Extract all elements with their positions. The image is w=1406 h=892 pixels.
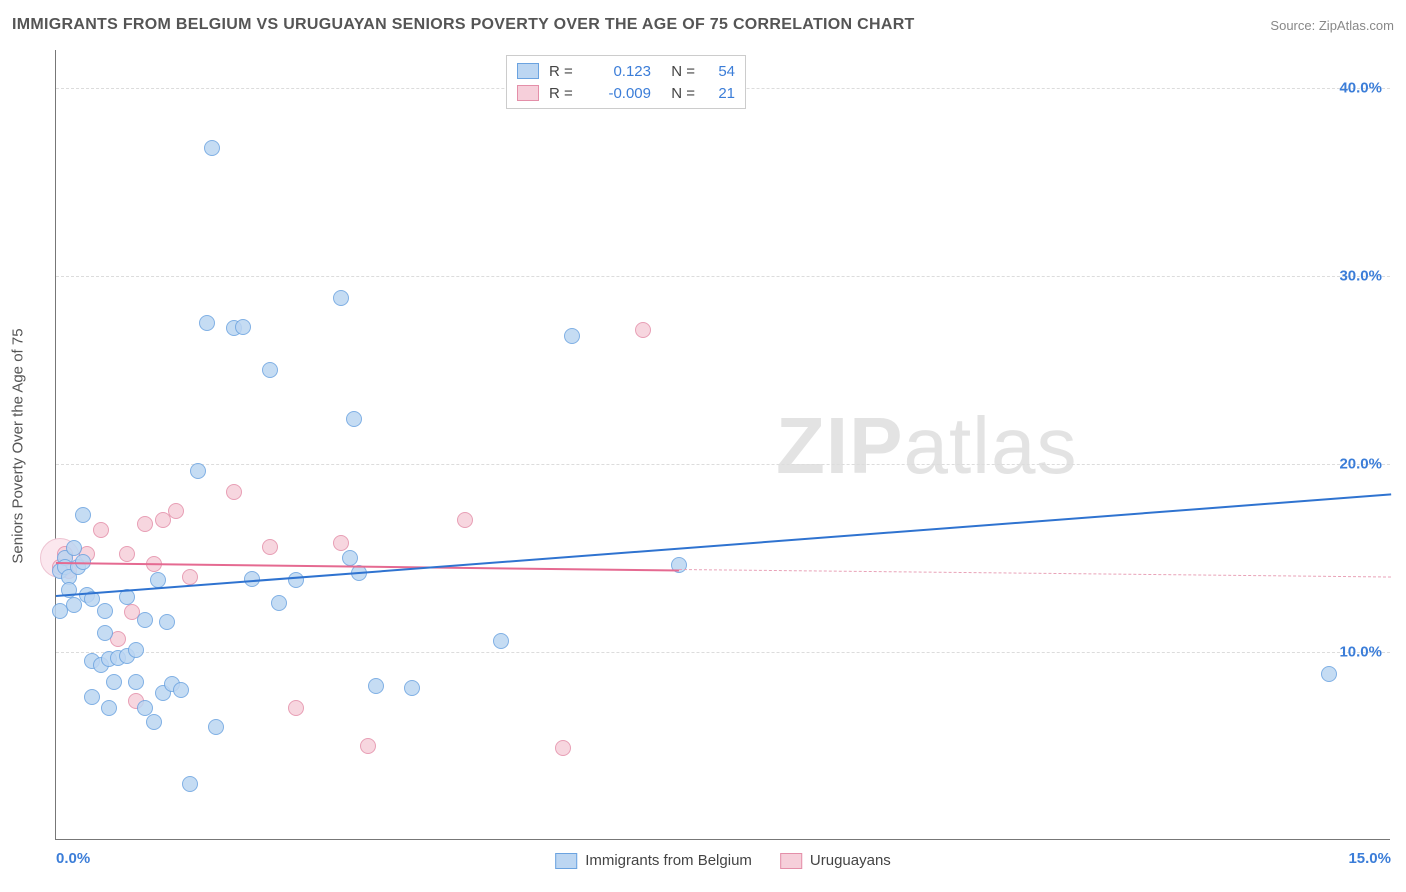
data-point-belgium [493,633,509,649]
source-label: Source: [1270,18,1315,33]
y-tick-label: 30.0% [1339,267,1382,284]
data-point-belgium [128,642,144,658]
data-point-uruguay [168,503,184,519]
legend-swatch [780,853,802,869]
x-tick-label: 15.0% [1348,850,1391,867]
n-label: N = [661,63,695,80]
legend-item-belgium: Immigrants from Belgium [555,852,752,869]
data-point-belgium [368,678,384,694]
data-point-belgium [173,682,189,698]
data-point-uruguay [457,512,473,528]
y-axis-title: Seniors Poverty Over the Age of 75 [10,328,27,563]
gridline [56,652,1390,653]
r-label: R = [549,85,581,102]
data-point-belgium [128,674,144,690]
data-point-uruguay [360,738,376,754]
r-value: 0.123 [591,63,651,80]
gridline [56,276,1390,277]
data-point-belgium [137,612,153,628]
data-point-uruguay [333,535,349,551]
data-point-belgium [271,595,287,611]
data-point-uruguay [182,569,198,585]
legend-swatch [555,853,577,869]
x-tick-label: 0.0% [56,850,90,867]
data-point-belgium [190,463,206,479]
chart-title: IMMIGRANTS FROM BELGIUM VS URUGUAYAN SEN… [12,16,915,34]
trend-line-dashed [679,569,1391,578]
data-point-belgium [564,328,580,344]
legend-item-uruguay: Uruguayans [780,852,891,869]
data-point-belgium [262,362,278,378]
data-point-uruguay [288,700,304,716]
n-label: N = [661,85,695,102]
data-point-belgium [146,714,162,730]
data-point-belgium [97,625,113,641]
series-legend: Immigrants from Belgium Uruguayans [555,852,891,869]
data-point-belgium [101,700,117,716]
source-link[interactable]: ZipAtlas.com [1319,18,1394,33]
y-tick-label: 40.0% [1339,79,1382,96]
data-point-uruguay [93,522,109,538]
scatter-chart: ZIPatlas 10.0%20.0%30.0%40.0%0.0%15.0%R … [55,50,1390,840]
data-point-belgium [235,319,251,335]
data-point-belgium [333,290,349,306]
data-point-belgium [182,776,198,792]
legend-swatch [517,63,539,79]
legend-row-belgium: R = 0.123 N = 54 [517,60,735,82]
r-value: -0.009 [591,85,651,102]
data-point-uruguay [119,546,135,562]
data-point-belgium [1321,666,1337,682]
n-value: 21 [705,85,735,102]
data-point-belgium [204,140,220,156]
data-point-belgium [208,719,224,735]
data-point-uruguay [262,539,278,555]
watermark: ZIPatlas [776,400,1077,492]
data-point-uruguay [635,322,651,338]
data-point-belgium [84,689,100,705]
title-bar: IMMIGRANTS FROM BELGIUM VS URUGUAYAN SEN… [12,10,1394,40]
y-tick-label: 10.0% [1339,643,1382,660]
watermark-bold: ZIP [776,401,903,490]
r-label: R = [549,63,581,80]
legend-label: Uruguayans [810,852,891,869]
data-point-belgium [404,680,420,696]
n-value: 54 [705,63,735,80]
data-point-belgium [97,603,113,619]
data-point-belgium [244,571,260,587]
data-point-uruguay [226,484,242,500]
legend-swatch [517,85,539,101]
data-point-belgium [342,550,358,566]
data-point-uruguay [137,516,153,532]
data-point-uruguay [555,740,571,756]
data-point-belgium [159,614,175,630]
gridline [56,464,1390,465]
data-point-belgium [106,674,122,690]
data-point-belgium [199,315,215,331]
data-point-belgium [75,507,91,523]
data-point-belgium [346,411,362,427]
legend-label: Immigrants from Belgium [585,852,752,869]
correlation-legend: R = 0.123 N = 54 R = -0.009 N = 21 [506,55,746,109]
legend-row-uruguay: R = -0.009 N = 21 [517,82,735,104]
data-point-belgium [288,572,304,588]
y-tick-label: 20.0% [1339,455,1382,472]
watermark-rest: atlas [903,401,1077,490]
source-attribution: Source: ZipAtlas.com [1270,18,1394,33]
